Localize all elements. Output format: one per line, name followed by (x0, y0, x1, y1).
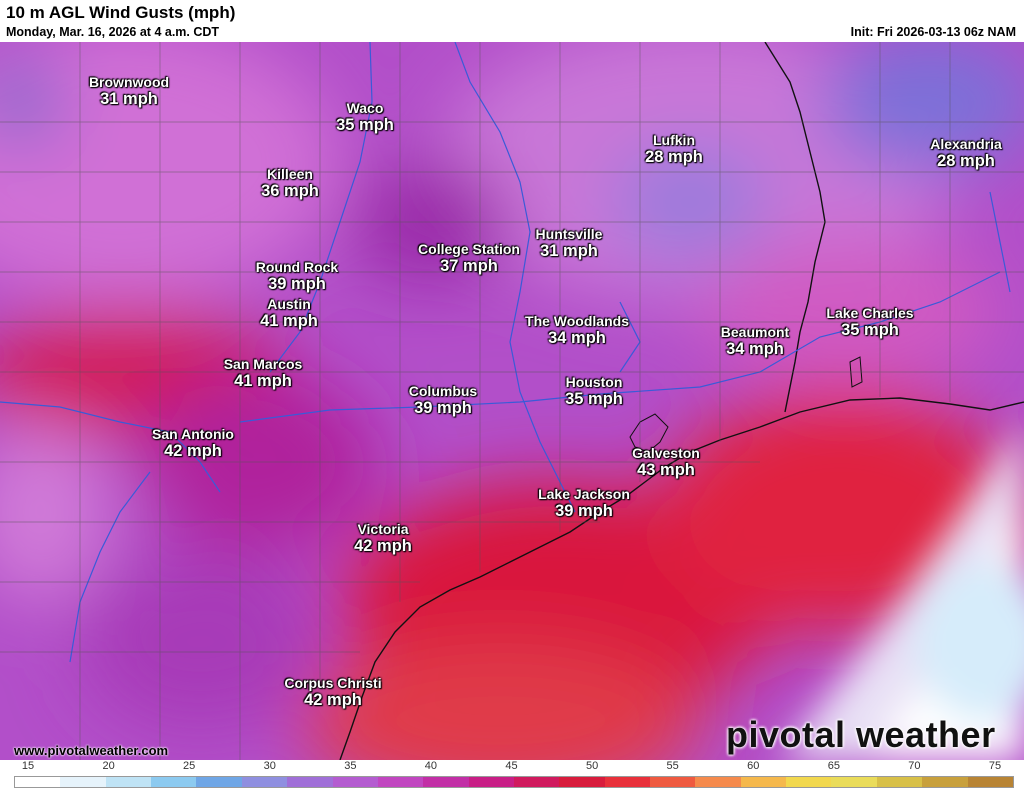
city-label: Galveston 43 mph (632, 445, 700, 479)
colorbar-tick-label: 15 (21, 760, 35, 772)
colorbar-tick-label: 30 (263, 760, 276, 772)
city-label: Corpus Christi 42 mph (284, 675, 382, 709)
city-label: Huntsville 31 mph (535, 226, 603, 260)
colorbar (14, 776, 1014, 788)
colorbar-swatch (423, 777, 469, 787)
colorbar-tick-label: 55 (666, 760, 679, 772)
colorbar-swatch (650, 777, 696, 787)
city-label: Brownwood 31 mph (88, 74, 170, 108)
pivotal-weather-logo: pivotal weather (726, 714, 996, 755)
website-credit: www.pivotalweather.com (14, 743, 169, 758)
colorbar-tick-label: 40 (424, 760, 438, 772)
colorbar-swatch (60, 777, 106, 787)
city-label: Beaumont 34 mph (720, 324, 790, 358)
colorbar-swatch (604, 777, 651, 787)
city-label: Lufkin 28 mph (645, 132, 703, 166)
colorbar-swatch (831, 777, 877, 787)
city-label: Houston 35 mph (565, 374, 623, 408)
colorbar-swatch (151, 777, 197, 787)
wind-gust-map[interactable]: Brownwood 31 mph Waco 35 mph Lufkin 28 mph … (0, 42, 1024, 760)
city-label: Austin 41 mph (260, 296, 318, 330)
city-label: Columbus 39 mph (408, 383, 478, 417)
colorbar-swatch (241, 777, 288, 787)
colorbar-swatch (468, 777, 514, 787)
colorbar-swatch (105, 777, 152, 787)
colorbar-tick-label: 20 (102, 760, 115, 772)
colorbar-ticks: 15 20 25 30 35 40 45 50 55 60 65 70 75 (0, 760, 1024, 776)
city-label: Victoria 42 mph (354, 521, 412, 555)
init-time: Init: Fri 2026-03-13 06z NAM (850, 25, 1016, 39)
colorbar-tick-label: 35 (344, 760, 357, 772)
city-label: College Station 37 mph (418, 241, 520, 275)
city-label: San Marcos 41 mph (223, 356, 303, 390)
colorbar-swatch (967, 777, 1013, 787)
city-label: Lake Jackson 39 mph (538, 486, 630, 520)
colorbar-swatch (332, 777, 378, 787)
map-canvas (0, 42, 1024, 760)
colorbar-tick-label: 45 (505, 760, 518, 772)
colorbar-swatch (559, 777, 605, 787)
colorbar-tick-label: 25 (183, 760, 196, 772)
colorbar-tick-label: 75 (988, 760, 1002, 772)
colorbar-tick-label: 50 (585, 760, 599, 772)
colorbar-swatch (695, 777, 741, 787)
city-label: The Woodlands 34 mph (525, 313, 629, 347)
city-label: Lake Charles 35 mph (826, 305, 914, 339)
colorbar-swatch (513, 777, 560, 787)
colorbar-tick-label: 65 (827, 760, 840, 772)
city-label: Alexandria 28 mph (930, 136, 1002, 170)
colorbar-tick-label: 60 (747, 760, 760, 772)
city-label: Round Rock 39 mph (255, 259, 339, 293)
colorbar-swatch (876, 777, 923, 787)
colorbar-swatch (196, 777, 242, 787)
colorbar-swatch (15, 777, 61, 787)
colorbar-swatch (377, 777, 424, 787)
valid-time: Monday, Mar. 16, 2026 at 4 a.m. CDT (6, 25, 220, 39)
header: 10 m AGL Wind Gusts (mph) Monday, Mar. 1… (0, 0, 1024, 42)
map-title: 10 m AGL Wind Gusts (mph) (6, 3, 236, 22)
colorbar-swatch (786, 777, 832, 787)
colorbar-swatch (740, 777, 787, 787)
city-label: Killeen 36 mph (261, 166, 319, 200)
colorbar-swatch (922, 777, 968, 787)
colorbar-tick-label: 70 (908, 760, 921, 772)
colorbar-swatch (287, 777, 333, 787)
city-label: Waco 35 mph (336, 100, 394, 134)
city-label: San Antonio 42 mph (152, 426, 234, 460)
